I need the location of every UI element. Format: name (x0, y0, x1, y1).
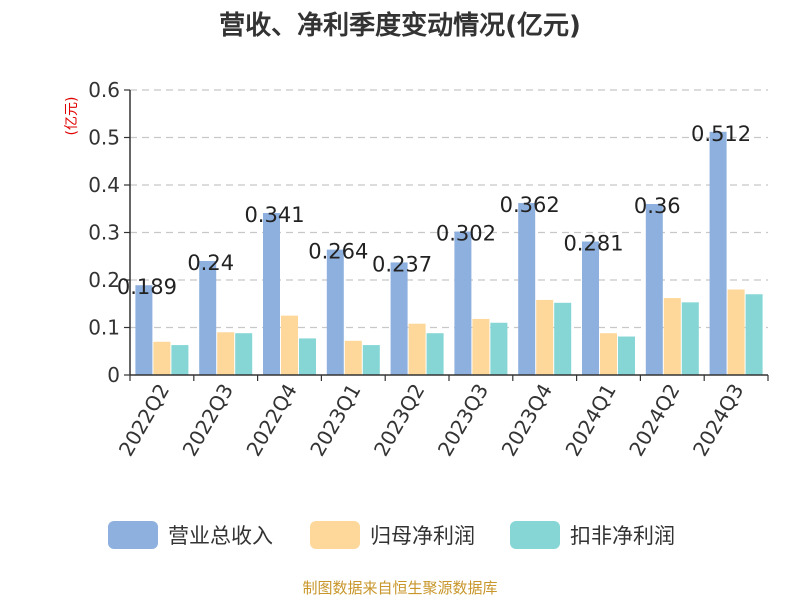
bar[interactable] (536, 299, 554, 375)
bar[interactable] (171, 345, 189, 375)
bar[interactable] (217, 332, 235, 375)
bar[interactable] (709, 131, 727, 375)
legend-label[interactable]: 归母净利润 (370, 524, 475, 548)
x-tick-label: 2024Q2 (624, 380, 684, 461)
x-tick-label: 2023Q1 (305, 380, 365, 461)
bar[interactable] (426, 333, 444, 375)
y-tick-label: 0.3 (88, 221, 120, 245)
legend-swatch[interactable] (310, 521, 360, 549)
bar[interactable] (618, 336, 635, 375)
y-tick-label: 0.2 (88, 268, 120, 292)
data-label: 0.302 (436, 222, 496, 246)
bar[interactable] (645, 204, 663, 375)
data-label: 0.264 (308, 240, 368, 264)
bar[interactable] (299, 338, 316, 375)
bar[interactable] (472, 318, 490, 375)
bar[interactable] (263, 213, 280, 375)
x-tick-label: 2023Q2 (369, 380, 429, 461)
bar[interactable] (281, 315, 298, 375)
y-tick-label: 0.4 (88, 173, 120, 197)
bar[interactable] (153, 341, 171, 375)
data-label: 0.36 (634, 194, 681, 218)
bar[interactable] (490, 322, 508, 375)
x-tick-label: 2024Q3 (688, 380, 748, 461)
legend-label[interactable]: 营业总收入 (168, 524, 273, 548)
x-tick-label: 2022Q4 (241, 380, 301, 461)
bar[interactable] (390, 262, 408, 375)
bar[interactable] (582, 241, 599, 375)
bar[interactable] (663, 298, 681, 375)
bar[interactable] (135, 285, 153, 375)
x-tick-label: 2023Q3 (433, 380, 493, 461)
bar[interactable] (326, 249, 344, 375)
legend-label[interactable]: 扣非净利润 (570, 524, 675, 548)
bar[interactable] (408, 323, 426, 375)
x-tick-label: 2023Q4 (497, 380, 557, 461)
x-tick-label: 2022Q3 (178, 380, 238, 461)
bar[interactable] (344, 340, 362, 375)
legend-swatch[interactable] (108, 521, 158, 549)
bar[interactable] (454, 231, 472, 375)
y-tick-label: 0 (107, 363, 120, 387)
data-label: 0.341 (244, 203, 304, 227)
x-tick-label: 2022Q2 (114, 380, 174, 461)
data-label: 0.281 (563, 232, 623, 256)
y-tick-label: 0.1 (88, 316, 120, 340)
bar[interactable] (362, 345, 380, 375)
data-label: 0.362 (500, 193, 560, 217)
data-label: 0.237 (372, 252, 432, 276)
data-label: 0.189 (117, 275, 177, 299)
bar[interactable] (235, 333, 253, 375)
y-tick-label: 0.6 (88, 78, 120, 102)
data-label: 0.512 (691, 122, 751, 146)
data-label: 0.24 (187, 251, 234, 275)
chart-title: 营收、净利季度变动情况(亿元) (219, 10, 581, 41)
y-tick-label: 0.5 (88, 126, 120, 150)
bar[interactable] (681, 302, 699, 375)
bar[interactable] (554, 302, 572, 375)
bars (135, 131, 763, 376)
bar[interactable] (745, 294, 763, 375)
x-tick-label: 2024Q1 (560, 380, 620, 461)
bar[interactable] (518, 203, 536, 375)
legend-swatch[interactable] (510, 521, 560, 549)
source-note: 制图数据来自恒生聚源数据库 (302, 579, 497, 597)
bar[interactable] (727, 289, 745, 376)
legend[interactable]: 营业总收入 归母净利润 扣非净利润 (108, 521, 675, 549)
bar[interactable] (600, 333, 617, 375)
y-axis-unit: (亿元) (64, 97, 80, 136)
bar[interactable] (199, 261, 217, 375)
